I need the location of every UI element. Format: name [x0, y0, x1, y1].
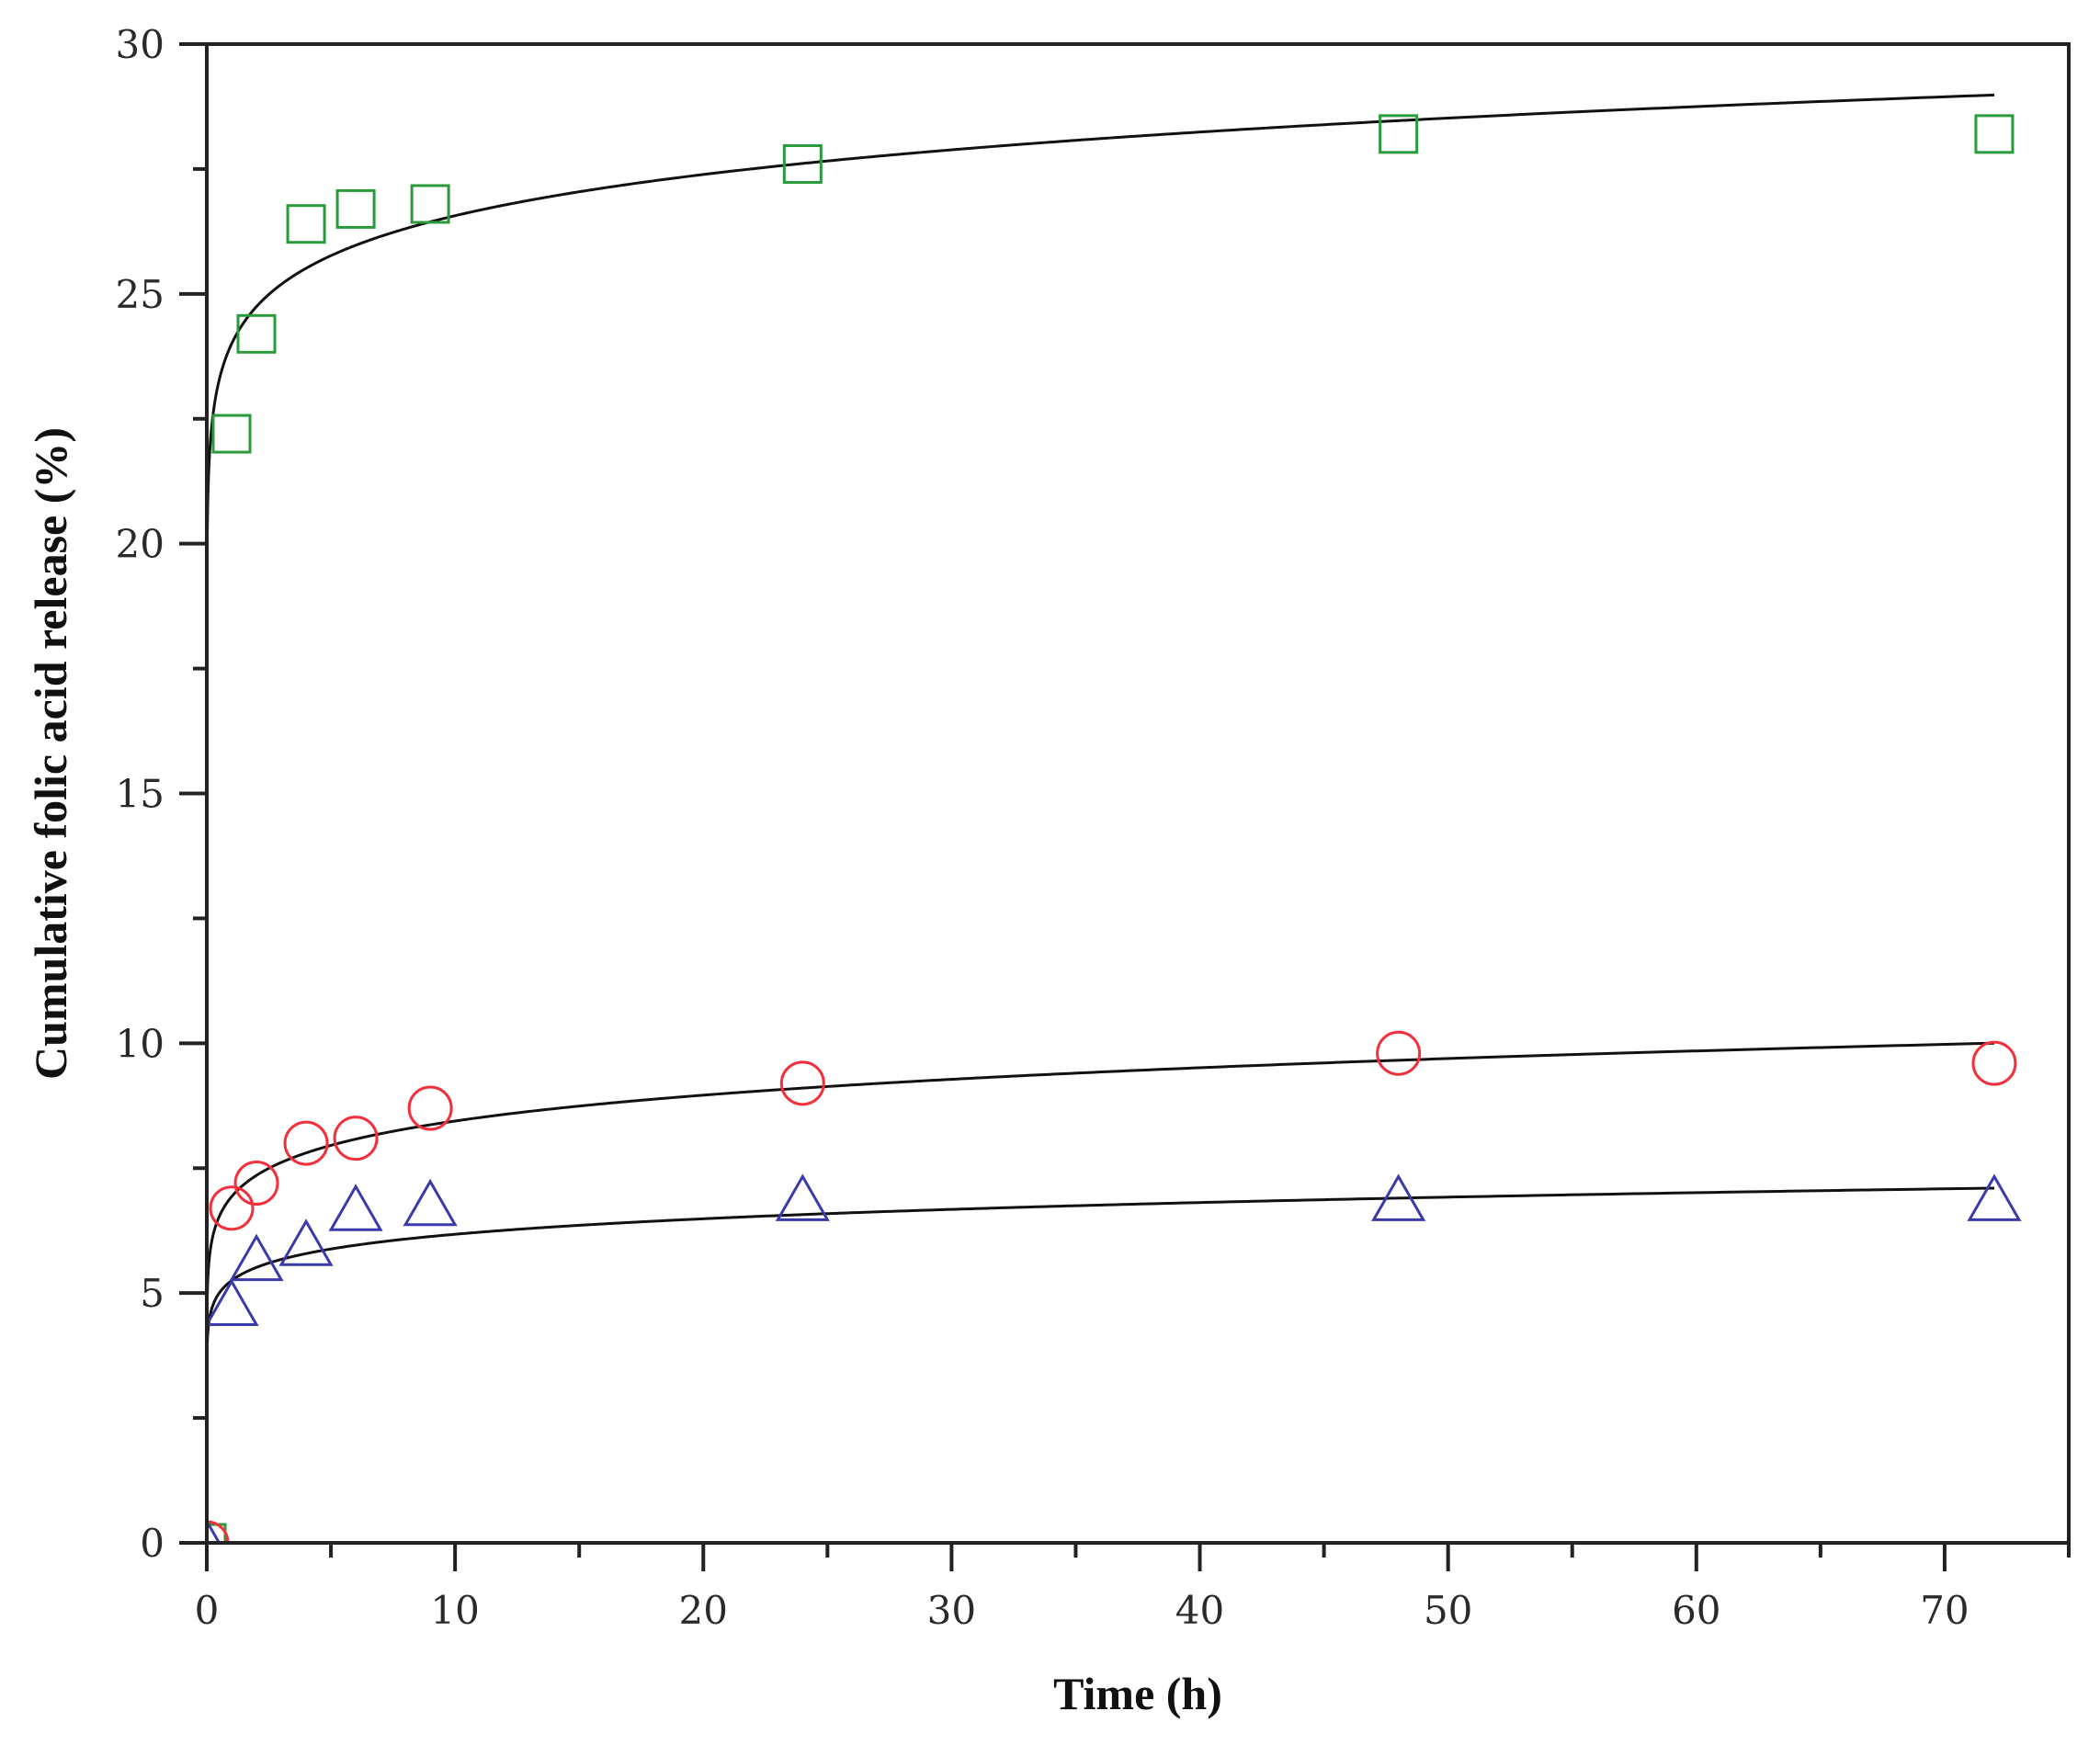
x-tick-label: 20 [679, 1588, 728, 1633]
circle-marker [407, 1085, 453, 1131]
plot-frame [205, 42, 2071, 1545]
circle-marker [1376, 1030, 1422, 1076]
y-tick-label: 30 [116, 22, 165, 67]
triangle-marker [229, 1233, 284, 1282]
triangle-marker [1967, 1173, 2022, 1221]
triangle-marker [403, 1178, 458, 1227]
data-markers [207, 114, 2022, 1543]
x-tick-label: 0 [195, 1588, 220, 1633]
x-tick-label: 10 [430, 1588, 479, 1633]
square-marker [410, 184, 450, 224]
x-tick-label: 70 [1920, 1588, 1969, 1633]
triangle-marker [775, 1173, 830, 1221]
triangle-marker [207, 1278, 259, 1327]
axes-frame [205, 42, 2071, 1545]
y-tick-label: 25 [116, 272, 165, 317]
y-tick-label: 20 [116, 522, 165, 567]
circle-marker [233, 1161, 279, 1207]
axis-ticks: 0 10 20 30 40 50 60 70 0 5 10 15 20 25 30 [116, 22, 2071, 1633]
circle-marker [779, 1060, 825, 1106]
y-tick-label: 0 [140, 1521, 165, 1566]
x-tick-label: 40 [1175, 1588, 1224, 1633]
triangle-marker [1371, 1173, 1426, 1221]
square-marker [782, 143, 823, 184]
x-tick-label: 60 [1672, 1588, 1720, 1633]
square-marker [286, 204, 326, 244]
x-tick-label: 50 [1424, 1588, 1472, 1633]
square-marker [335, 188, 376, 229]
square-marker [1974, 114, 2015, 154]
y-tick-label: 5 [140, 1271, 165, 1316]
triangle-marker [328, 1184, 383, 1231]
circle-marker [283, 1120, 329, 1166]
circle-marker [209, 1185, 255, 1231]
triangle-marker [278, 1218, 334, 1266]
circle-marker [1971, 1040, 2017, 1086]
square-marker [236, 313, 277, 354]
square-marker [211, 414, 252, 454]
fit-curve-2 [207, 1041, 1994, 1543]
y-axis-title: Cumulative folic acid release (%) [25, 427, 76, 1080]
y-tick-label: 15 [116, 772, 165, 817]
circle-marker [333, 1116, 379, 1161]
fit-curve-3 [207, 1186, 1994, 1543]
square-marker [1379, 114, 1419, 154]
fit-curve-1 [207, 93, 1995, 1543]
x-axis-title: Time (h) [1053, 1668, 1222, 1719]
fit-curves [207, 93, 1995, 1543]
x-tick-label: 30 [927, 1588, 976, 1633]
y-tick-label: 10 [116, 1021, 165, 1066]
